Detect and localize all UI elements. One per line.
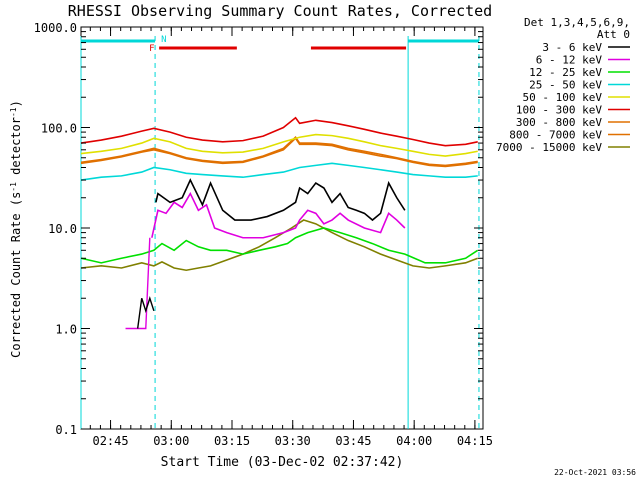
chart-title: RHESSI Observing Summary Count Rates, Co… <box>68 2 492 20</box>
series-line <box>80 162 478 181</box>
y-tick-label: 1000.0 <box>34 21 77 35</box>
series-line <box>151 191 406 239</box>
y-axis-ticks: 0.1 1.0 10.0 100.0 1000.0 <box>34 21 483 437</box>
series-line-pre <box>136 295 155 329</box>
series-line <box>155 178 406 222</box>
x-tick-label: 04:00 <box>396 434 432 448</box>
legend-label: 25 - 50 keV <box>529 79 602 92</box>
legend-header-line1: Det 1,3,4,5,6,9, <box>524 16 630 29</box>
plot-frame <box>80 26 484 430</box>
x-axis-ticks: 02:45 03:00 03:15 03:30 03:45 04:00 04:15 <box>89 27 493 448</box>
legend-label: 7000 - 15000 keV <box>496 141 602 154</box>
series-line <box>80 116 478 147</box>
x-axis-label: Start Time (03-Dec-02 02:37:42) <box>161 455 404 470</box>
legend-label: 3 - 6 keV <box>542 41 602 54</box>
y-tick-label: 10.0 <box>48 222 77 236</box>
x-tick-label: 03:15 <box>214 434 250 448</box>
y-axis-label: Corrected Count Rate (s-1 detector-1) <box>9 100 23 358</box>
x-tick-label: 03:00 <box>153 434 189 448</box>
legend-label: 300 - 800 keV <box>516 116 602 129</box>
y-tick-label: 0.1 <box>55 423 77 437</box>
legend-label: 12 - 25 keV <box>529 66 602 79</box>
series-line <box>80 219 479 272</box>
night-label: N <box>161 35 166 45</box>
legend-label: 100 - 300 keV <box>516 104 602 117</box>
x-tick-label: 03:45 <box>335 434 371 448</box>
legend-label: 6 - 12 keV <box>536 54 603 67</box>
series-line <box>80 133 478 157</box>
legend-label: 50 - 100 keV <box>523 91 603 104</box>
legend-header-line2: Att 0 <box>597 28 630 41</box>
plot-area: NF <box>80 35 480 429</box>
series-line-pre <box>125 237 151 330</box>
y-tick-label: 1.0 <box>55 323 77 337</box>
y-tick-label: 100.0 <box>41 122 77 136</box>
series-line <box>80 136 478 167</box>
x-tick-label: 02:45 <box>92 434 128 448</box>
x-tick-label: 04:15 <box>457 434 493 448</box>
x-tick-label: 03:30 <box>275 434 311 448</box>
legend-label: 800 - 7000 keV <box>509 129 602 142</box>
series-line <box>80 227 479 264</box>
footer-date: 22-Oct-2021 03:56 <box>554 468 636 477</box>
flare-label: F <box>149 44 154 54</box>
